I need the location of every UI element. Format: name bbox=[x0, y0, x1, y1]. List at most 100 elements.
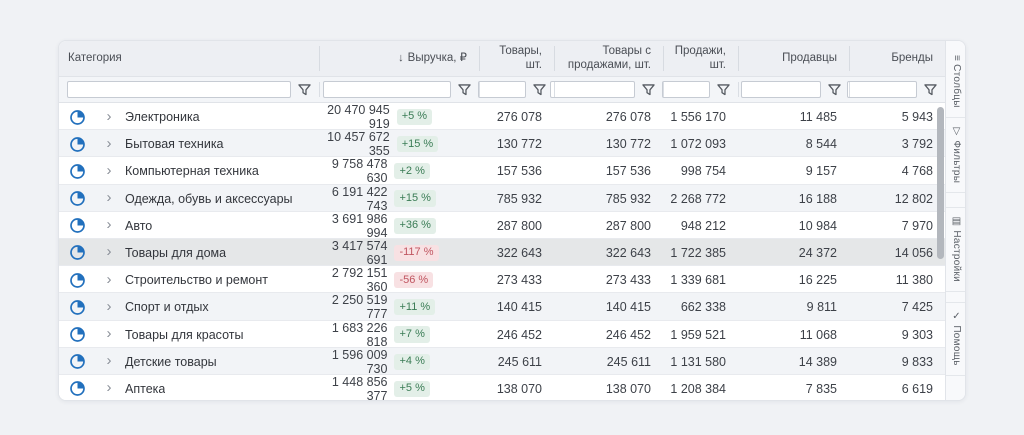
table-row[interactable]: › Товары для дома 3 417 574 691 -117 % 322 6… bbox=[59, 238, 945, 267]
side-tab-столбцы[interactable]: ≡ Столбцы bbox=[946, 47, 965, 118]
side-tab-помощь[interactable]: ✓ Помощь bbox=[946, 302, 965, 376]
filter-funnel-button[interactable] bbox=[298, 83, 311, 96]
table-row[interactable]: › Товары для красоты 1 683 226 818 +7 % 246 … bbox=[59, 320, 945, 349]
pie-chart-button[interactable] bbox=[69, 299, 86, 316]
expand-chevron-icon[interactable]: › bbox=[106, 107, 112, 125]
side-tab-text: ✓ Помощь bbox=[951, 311, 962, 366]
side-tab-label: Настройки bbox=[951, 230, 962, 282]
table-row[interactable]: › Аптека 1 448 856 377 +5 % 138 070 138 070 1 … bbox=[59, 374, 945, 400]
delta-badge-slot: +4 % bbox=[394, 353, 439, 370]
items-count-cell: 140 415 bbox=[496, 300, 542, 315]
sales-count-cell: 1 556 170 bbox=[670, 110, 726, 124]
expand-chevron-icon[interactable]: › bbox=[106, 325, 112, 342]
column-header-category[interactable]: Категория bbox=[59, 41, 319, 76]
sellers-count-cell: 8 544 bbox=[805, 137, 837, 152]
delta-badge: +11 % bbox=[394, 299, 436, 316]
revenue-cell: 6 191 422 743 +15 % bbox=[319, 185, 479, 213]
help-icon: ✓ bbox=[951, 311, 962, 323]
table-row[interactable]: › Детские товары 1 596 009 730 +4 % 245 611 2… bbox=[59, 347, 945, 376]
table-row[interactable]: › Бытовая техника 10 457 672 355 +15 % 130 7… bbox=[59, 130, 945, 158]
expand-chevron-icon[interactable]: › bbox=[106, 379, 112, 397]
column-filter-input[interactable] bbox=[662, 81, 710, 98]
pie-chart-icon bbox=[70, 164, 85, 179]
column-header-items[interactable]: Товары, шт. bbox=[479, 41, 554, 76]
pie-chart-icon bbox=[70, 136, 85, 152]
vertical-scrollbar[interactable] bbox=[937, 104, 944, 398]
pie-chart-button[interactable] bbox=[69, 109, 86, 126]
column-header-sales[interactable]: Продажи, шт. bbox=[663, 41, 738, 76]
filter-funnel-icon bbox=[458, 83, 471, 95]
revenue-cell: 1 683 226 818 +7 % bbox=[319, 321, 479, 349]
table-row[interactable]: › Электроника 20 470 945 919 +5 % 276 078 276… bbox=[59, 103, 945, 131]
pie-chart-button[interactable] bbox=[69, 326, 86, 343]
sellers-count-cell: 11 485 bbox=[799, 110, 837, 124]
filter-funnel-button[interactable] bbox=[458, 83, 471, 96]
scrollbar-thumb[interactable] bbox=[937, 107, 944, 259]
revenue-cell: 2 250 519 777 +11 % bbox=[319, 293, 479, 321]
table-row[interactable]: › Авто 3 691 986 994 +36 % 287 800 287 800 948… bbox=[59, 211, 945, 240]
pie-chart-button[interactable] bbox=[69, 190, 86, 207]
delta-badge: -56 % bbox=[394, 272, 434, 289]
delta-badge: +5 % bbox=[394, 380, 430, 397]
pie-chart-button[interactable] bbox=[69, 217, 86, 234]
pie-chart-button[interactable] bbox=[69, 380, 86, 397]
table-row[interactable]: › Компьютерная техника 9 758 478 630 +2 % 15… bbox=[59, 157, 945, 185]
revenue-value: 6 191 422 743 bbox=[331, 184, 388, 213]
column-filter-input[interactable] bbox=[550, 81, 635, 98]
filter-funnel-button[interactable] bbox=[533, 83, 546, 96]
category-cell: › Аптека bbox=[59, 380, 319, 397]
table-row[interactable]: › Одежда, обувь и аксессуары 6 191 422 743… bbox=[59, 184, 945, 213]
expand-chevron-icon[interactable]: › bbox=[106, 216, 112, 234]
delta-badge-slot: +36 % bbox=[394, 217, 439, 234]
revenue-cell: 1 448 856 377 +5 % bbox=[319, 375, 479, 400]
side-tab-настройки[interactable]: ▤ Настройки bbox=[946, 206, 965, 292]
sellers-count-cell: 16 225 bbox=[798, 273, 837, 288]
column-header-items-with-sales[interactable]: Товары с продажами, шт. bbox=[554, 41, 663, 76]
expand-chevron-icon[interactable]: › bbox=[106, 189, 112, 207]
delta-badge: -117 % bbox=[394, 244, 439, 262]
filter-funnel-button[interactable] bbox=[924, 83, 937, 96]
items-count-cell: 273 433 bbox=[496, 273, 542, 288]
column-filter-input[interactable] bbox=[741, 81, 821, 98]
items-with-sales-cell: 157 536 bbox=[605, 164, 651, 179]
column-filter-input[interactable] bbox=[847, 81, 917, 98]
pie-chart-button[interactable] bbox=[69, 163, 86, 180]
items-with-sales-cell: 246 452 bbox=[605, 327, 651, 342]
expand-chevron-icon[interactable]: › bbox=[106, 270, 112, 288]
filter-funnel-button[interactable] bbox=[828, 83, 841, 96]
pie-chart-button[interactable] bbox=[69, 244, 86, 261]
sales-count-cell: 1 072 093 bbox=[670, 137, 726, 152]
category-cell: › Электроника bbox=[59, 109, 319, 126]
category-cell: › Бытовая техника bbox=[59, 136, 319, 153]
column-filter-input[interactable] bbox=[67, 81, 291, 98]
expand-chevron-icon[interactable]: › bbox=[106, 297, 112, 315]
side-tab-фильтры[interactable]: ▽ Фильтры bbox=[946, 118, 965, 193]
column-header-brands[interactable]: Бренды bbox=[849, 41, 945, 76]
column-filter-input[interactable] bbox=[478, 81, 526, 98]
expand-chevron-icon[interactable]: › bbox=[106, 243, 112, 261]
table-row[interactable]: › Строительство и ремонт 2 792 151 360 -56 … bbox=[59, 266, 945, 294]
filter-funnel-button[interactable] bbox=[642, 83, 655, 96]
expand-chevron-icon[interactable]: › bbox=[106, 134, 112, 152]
column-header-label: Продавцы bbox=[782, 51, 837, 64]
brands-count-cell: 4 768 bbox=[901, 164, 933, 179]
column-header-revenue[interactable]: ↓ Выручка, ₽ bbox=[319, 41, 479, 76]
column-filter-input[interactable] bbox=[323, 81, 451, 98]
category-name: Авто bbox=[125, 218, 153, 233]
delta-badge: +15 % bbox=[396, 136, 439, 153]
revenue-cell: 10 457 672 355 +15 % bbox=[319, 130, 479, 158]
expand-chevron-icon[interactable]: › bbox=[106, 352, 112, 370]
pie-chart-button[interactable] bbox=[69, 272, 86, 289]
sales-count-cell: 662 338 bbox=[680, 300, 726, 315]
table-header: Категория ↓ Выручка, ₽ Товары, шт. Товар… bbox=[59, 41, 945, 77]
pie-chart-button[interactable] bbox=[69, 136, 86, 153]
column-header-label: Бренды bbox=[891, 51, 933, 64]
column-header-sellers[interactable]: Продавцы bbox=[738, 41, 849, 76]
sellers-count-cell: 10 984 bbox=[798, 218, 837, 233]
table-row[interactable]: › Спорт и отдых 2 250 519 777 +11 % 140 415 1… bbox=[59, 293, 945, 321]
pie-chart-button[interactable] bbox=[69, 353, 86, 370]
column-header-label: Выручка, ₽ bbox=[407, 51, 467, 64]
sellers-count-cell: 24 372 bbox=[798, 245, 837, 260]
filter-funnel-button[interactable] bbox=[717, 83, 730, 96]
expand-chevron-icon[interactable]: › bbox=[106, 161, 112, 179]
